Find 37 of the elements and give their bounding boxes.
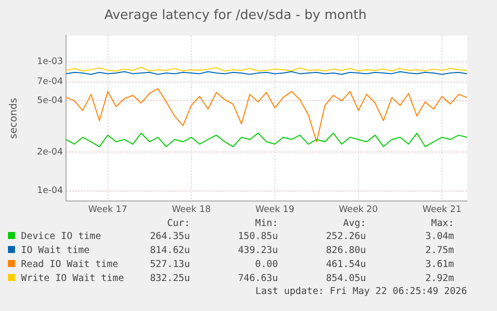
legend-label: Read IO Wait time <box>20 258 120 272</box>
text: 264.35u <box>148 230 190 244</box>
text: 826.80u <box>324 244 366 258</box>
text: Max: <box>430 218 454 230</box>
y-tick-label: 1e-04 <box>37 186 64 196</box>
text: Cur: <box>166 218 190 230</box>
text: 832.25u <box>148 272 190 286</box>
text: 814.62u <box>148 244 190 258</box>
text: 2.92m <box>424 272 454 286</box>
y-tick-label: 1e-03 <box>37 57 63 68</box>
x-tick-label: Week 19 <box>255 204 295 215</box>
text: 3.04m <box>424 230 454 244</box>
text: 3.61m <box>424 258 454 272</box>
x-tick-label: Week 18 <box>172 204 212 215</box>
y-tick-label: 7e-04 <box>37 77 64 88</box>
text: Last update: Fri May 22 06:25:49 2026 <box>254 286 468 298</box>
text: Avg: <box>342 218 366 230</box>
text: 0.00 <box>254 258 278 272</box>
chart-title: Average latency for /dev/sda - by month <box>104 8 367 24</box>
text: 2.75m <box>424 244 454 258</box>
y-tick-label: 5e-04 <box>37 96 64 106</box>
text: Min: <box>254 218 278 230</box>
text: 461.54u <box>324 258 366 272</box>
x-tick-label: Week 20 <box>338 204 378 215</box>
text: 746.63u <box>236 272 278 286</box>
y-axis-title: seconds <box>8 98 20 139</box>
legend-label: Device IO time <box>20 230 102 244</box>
x-tick-label: Week 21 <box>422 204 462 215</box>
legend-label: Write IO Wait time <box>20 272 125 286</box>
text: 527.13u <box>148 258 190 272</box>
text: 854.05u <box>324 272 366 286</box>
text: 150.85u <box>236 230 278 244</box>
x-tick-label: Week 17 <box>88 204 128 215</box>
text: 439.23u <box>236 244 278 258</box>
text: 252.26u <box>324 230 366 244</box>
legend-label: IO Wait time <box>20 244 91 258</box>
y-tick-label: 2e-04 <box>37 147 64 158</box>
